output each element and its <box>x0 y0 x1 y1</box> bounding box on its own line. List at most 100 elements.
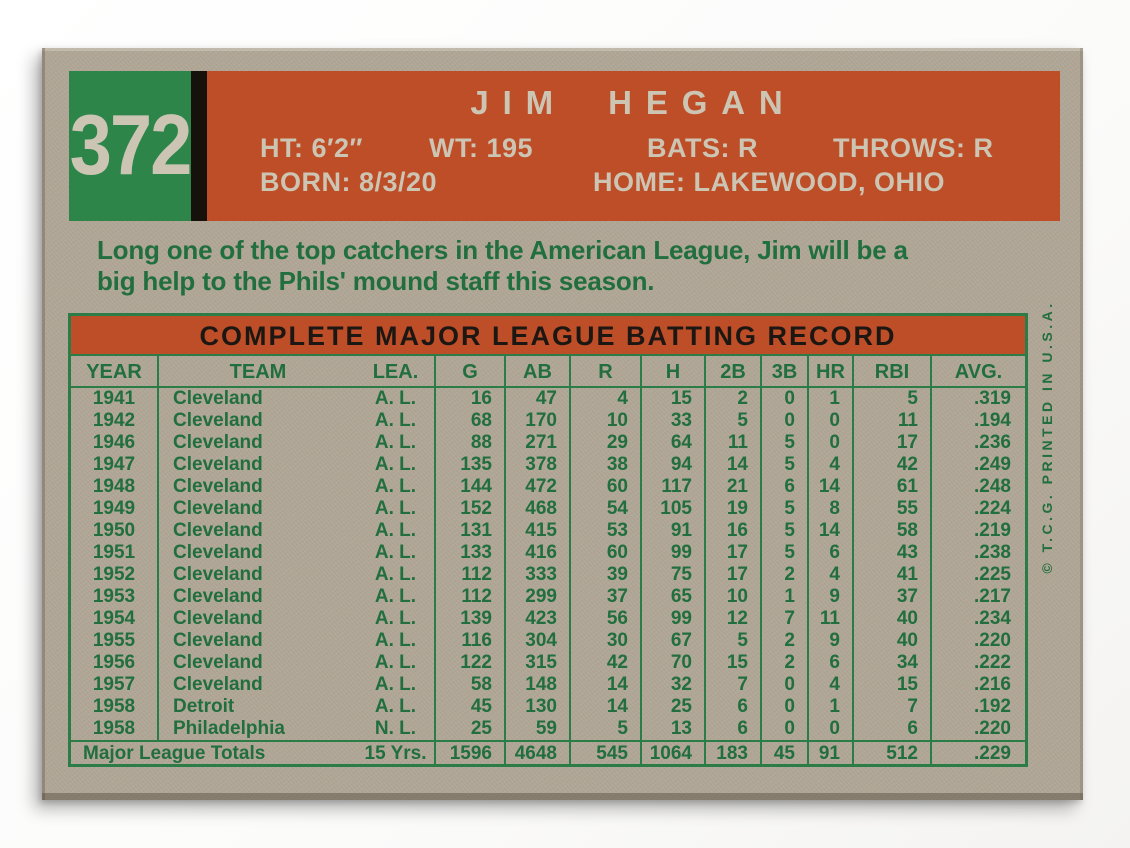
table-cell: 6 <box>809 542 854 564</box>
table-cell: 10 <box>706 586 762 608</box>
table-cell: 4 <box>809 674 854 696</box>
table-cell: .224 <box>974 498 1011 519</box>
card-number: 372 <box>69 97 193 194</box>
table-cell: 1952 <box>71 564 159 586</box>
table-cell: 0 <box>809 432 854 454</box>
totals-g: 1596 <box>436 742 506 764</box>
table-cell: 54 <box>571 498 642 520</box>
table-cell: 42 <box>571 652 642 674</box>
table-row: 1952 Cleveland A. L. 112 333 39 75 17 2 4 41 .225 <box>71 564 1025 586</box>
table-cell: 17 <box>706 542 762 564</box>
table-cell: A. L. <box>357 696 436 718</box>
bio-line-1: Long one of the top catchers in the Amer… <box>97 235 908 265</box>
table-cell: 40 <box>854 608 932 630</box>
table-row: 1955 Cleveland A. L. 116 304 30 67 5 2 9 40 .220 <box>71 630 1025 652</box>
bats-stat: BATS: R <box>647 133 758 163</box>
table-cell: 1949 <box>71 498 159 520</box>
table-cell: 60 <box>571 476 642 498</box>
table-cell: 65 <box>642 586 706 608</box>
table-cell: A. L. <box>357 674 436 696</box>
card-header-band: 372 JIM HEGAN HT: 6′2″ WT: 195 BATS: R T… <box>69 71 1060 221</box>
table-cell: 0 <box>762 388 809 410</box>
totals-2b: 183 <box>706 742 762 764</box>
table-cell: 1956 <box>71 652 159 674</box>
table-cell: 39 <box>571 564 642 586</box>
table-cell: 5 <box>762 454 809 476</box>
table-cell: 4 <box>809 454 854 476</box>
table-cell: 9 <box>809 586 854 608</box>
table-cell: .192 <box>974 696 1011 717</box>
table-cell: 37 <box>854 586 932 608</box>
table-row: 1950 Cleveland A. L. 131 415 53 91 16 5 14 58 .219 <box>71 520 1025 542</box>
table-cell: Cleveland <box>173 520 263 541</box>
table-cell: 135 <box>436 454 506 476</box>
table-cell: 47 <box>506 388 571 410</box>
height-stat: HT: 6′2″ <box>260 133 363 163</box>
table-cell: 61 <box>854 476 932 498</box>
table-row: 1947 Cleveland A. L. 135 378 38 94 14 5 4 42 .249 <box>71 454 1025 476</box>
totals-avg: .229 <box>974 743 1011 764</box>
table-cell: 130 <box>506 696 571 718</box>
table-cell: .319 <box>974 388 1011 409</box>
table-cell: 415 <box>506 520 571 542</box>
table-cell: 53 <box>571 520 642 542</box>
table-cell: 13 <box>642 718 706 740</box>
table-row: 1956 Cleveland A. L. 122 315 42 70 15 2 6 34 .222 <box>71 652 1025 674</box>
table-cell: 6 <box>706 718 762 740</box>
table-cell: 144 <box>436 476 506 498</box>
table-cell: 33 <box>642 410 706 432</box>
table-cell: 88 <box>436 432 506 454</box>
table-cell: .234 <box>974 608 1011 629</box>
table-cell: 99 <box>642 608 706 630</box>
table-cell: Cleveland <box>173 630 263 651</box>
table-cell: 6 <box>706 696 762 718</box>
table-cell: Cleveland <box>173 454 263 475</box>
table-cell: 0 <box>762 718 809 740</box>
table-cell: 14 <box>809 520 854 542</box>
table-cell: .238 <box>974 542 1011 563</box>
table-row: 1948 Cleveland A. L. 144 472 60 117 21 6 14 61 .248 <box>71 476 1025 498</box>
table-cell: .220 <box>974 630 1011 651</box>
totals-3b: 45 <box>762 742 809 764</box>
table-row: 1954 Cleveland A. L. 139 423 56 99 12 7 11 40 .234 <box>71 608 1025 630</box>
weight-stat: WT: 195 <box>429 133 534 163</box>
table-cell: 7 <box>706 674 762 696</box>
black-divider-strip <box>191 71 207 221</box>
totals-h: 1064 <box>642 742 706 764</box>
table-cell: 1951 <box>71 542 159 564</box>
table-cell: Cleveland <box>173 542 263 563</box>
table-cell: A. L. <box>357 410 436 432</box>
table-cell: A. L. <box>357 432 436 454</box>
table-cell: 112 <box>436 586 506 608</box>
table-cell: 299 <box>506 586 571 608</box>
table-cell: 170 <box>506 410 571 432</box>
totals-label: Major League Totals <box>83 743 266 764</box>
table-cell: 2 <box>706 388 762 410</box>
table-cell: 29 <box>571 432 642 454</box>
table-cell: 25 <box>642 696 706 718</box>
vitals-row-2: BORN: 8/3/20 HOME: LAKEWOOD, OHIO <box>207 167 1060 197</box>
table-cell: 2 <box>762 564 809 586</box>
copyright-notice: © T.C.G. PRINTED IN U.S.A. <box>1039 300 1055 574</box>
table-cell: 0 <box>762 674 809 696</box>
table-cell: 94 <box>642 454 706 476</box>
table-cell: 64 <box>642 432 706 454</box>
table-cell: Cleveland <box>173 608 263 629</box>
table-cell: A. L. <box>357 520 436 542</box>
table-cell: 117 <box>642 476 706 498</box>
table-cell: 1953 <box>71 586 159 608</box>
table-cell: A. L. <box>357 498 436 520</box>
table-cell: 1947 <box>71 454 159 476</box>
table-body: 1941 Cleveland A. L. 16 47 4 15 2 0 1 5.319 1942 Cle… <box>71 388 1025 740</box>
table-cell: .220 <box>974 718 1011 739</box>
table-cell: 41 <box>854 564 932 586</box>
table-cell: 34 <box>854 652 932 674</box>
table-row: 1957 Cleveland A. L. 58 148 14 32 7 0 4 15 .216 <box>71 674 1025 696</box>
table-cell: 2 <box>762 630 809 652</box>
table-cell: 1958 <box>71 696 159 718</box>
batting-record-table: COMPLETE MAJOR LEAGUE BATTING RECORD YEA… <box>68 313 1028 767</box>
table-cell: 416 <box>506 542 571 564</box>
table-cell: 5 <box>762 542 809 564</box>
table-cell: 1955 <box>71 630 159 652</box>
table-cell: 42 <box>854 454 932 476</box>
